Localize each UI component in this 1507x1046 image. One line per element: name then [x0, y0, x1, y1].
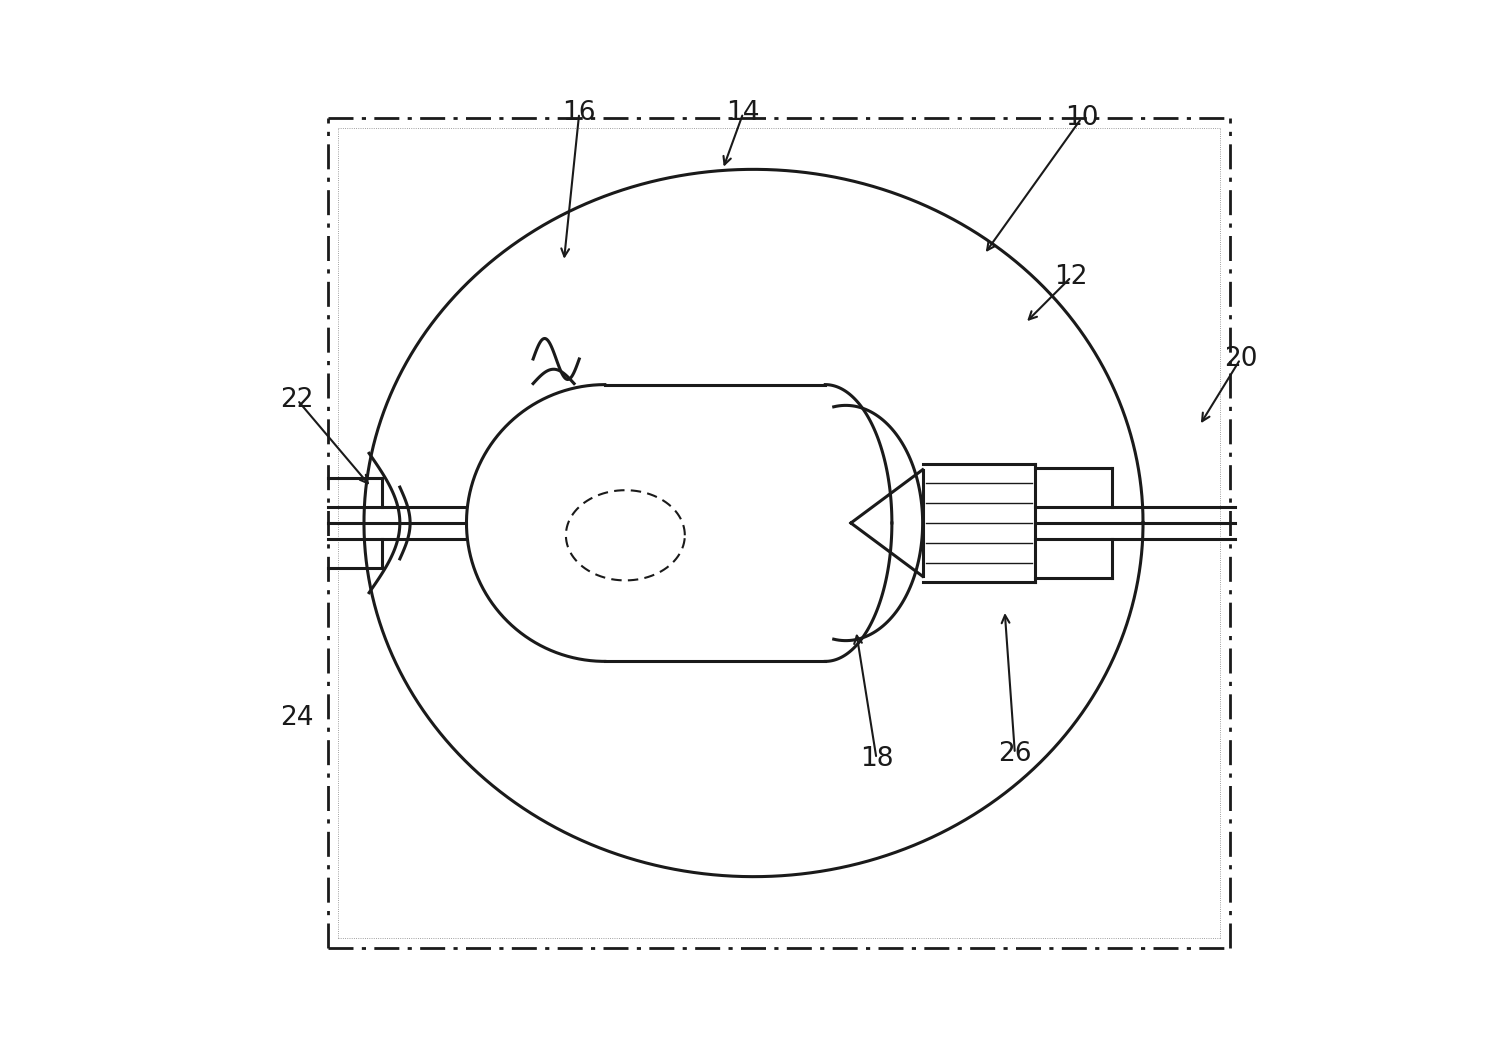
Text: 18: 18	[860, 746, 894, 772]
Text: 24: 24	[280, 705, 313, 731]
Text: 10: 10	[1065, 105, 1099, 131]
Text: 16: 16	[562, 100, 595, 126]
Text: 14: 14	[726, 100, 760, 126]
Text: 12: 12	[1055, 264, 1088, 290]
Text: 26: 26	[998, 741, 1032, 767]
Text: 20: 20	[1224, 346, 1257, 372]
Text: 22: 22	[280, 387, 313, 413]
